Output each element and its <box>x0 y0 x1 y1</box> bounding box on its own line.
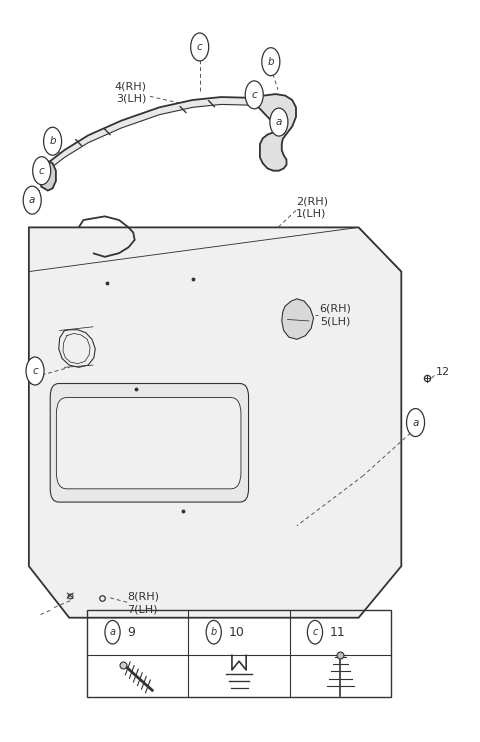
Text: a: a <box>29 195 36 205</box>
Text: 6(RH)
5(LH): 6(RH) 5(LH) <box>320 303 351 326</box>
Text: 9: 9 <box>128 626 135 639</box>
Text: 8(RH)
7(LH): 8(RH) 7(LH) <box>127 592 159 614</box>
Polygon shape <box>88 121 121 142</box>
Circle shape <box>407 409 424 436</box>
Text: a: a <box>109 627 116 637</box>
Circle shape <box>191 33 209 61</box>
Text: c: c <box>312 627 318 637</box>
Text: 12: 12 <box>435 367 450 378</box>
Text: a: a <box>276 117 282 127</box>
Text: 11: 11 <box>330 626 346 639</box>
Circle shape <box>23 186 41 214</box>
Polygon shape <box>282 299 313 339</box>
Circle shape <box>26 357 44 385</box>
FancyBboxPatch shape <box>56 398 241 489</box>
Bar <box>87 610 391 697</box>
Text: 4(RH)
3(LH): 4(RH) 3(LH) <box>115 82 147 104</box>
Polygon shape <box>64 135 88 157</box>
Polygon shape <box>50 150 64 168</box>
Text: b: b <box>267 56 274 67</box>
Text: c: c <box>39 165 45 176</box>
Circle shape <box>307 620 323 644</box>
Text: c: c <box>32 366 38 376</box>
Polygon shape <box>159 100 192 115</box>
Polygon shape <box>121 108 159 128</box>
Text: 2(RH)
1(LH): 2(RH) 1(LH) <box>296 197 328 219</box>
Text: 10: 10 <box>229 626 245 639</box>
Polygon shape <box>250 94 296 171</box>
Circle shape <box>262 47 280 76</box>
Text: c: c <box>252 90 257 100</box>
Polygon shape <box>29 227 401 617</box>
Polygon shape <box>221 97 250 105</box>
Text: b: b <box>49 137 56 146</box>
Circle shape <box>270 108 288 136</box>
Circle shape <box>206 620 221 644</box>
Polygon shape <box>38 161 56 191</box>
Text: b: b <box>211 627 217 637</box>
FancyBboxPatch shape <box>50 384 249 502</box>
Circle shape <box>245 81 263 109</box>
Text: a: a <box>412 418 419 427</box>
Polygon shape <box>192 97 221 108</box>
Text: c: c <box>197 42 203 52</box>
Circle shape <box>33 157 51 185</box>
Circle shape <box>44 127 61 155</box>
Circle shape <box>105 620 120 644</box>
